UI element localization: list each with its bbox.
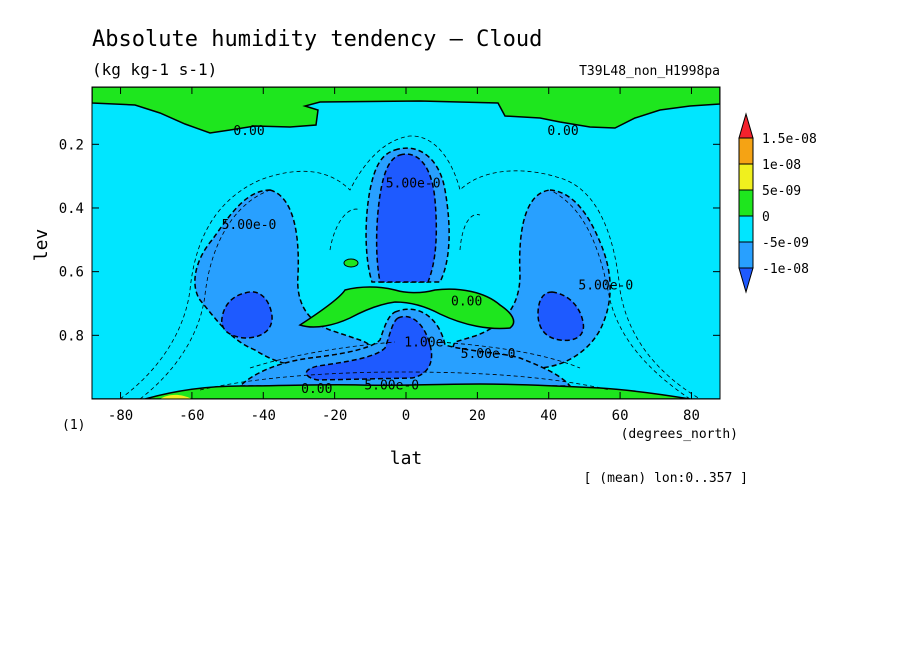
footnote: [ (mean) lon:0..357 ]: [584, 471, 748, 486]
x-tick-label: 60: [612, 408, 629, 424]
chart-title: Absolute humidity tendency — Cloud: [92, 27, 542, 52]
contour-label: 5.00e-0: [364, 379, 419, 394]
contour-label: 0.00: [451, 294, 482, 309]
colorbar-level-label: 0: [762, 210, 770, 225]
y-axis-title: lev: [31, 229, 52, 262]
contour-labels: 0.00 0.00 5.00e-0 5.00e-0 5.00e-0 0.00 1.00e 5.…: [222, 124, 634, 397]
right-core: [537, 291, 585, 342]
y-units-label: (1): [62, 418, 85, 433]
bottom-positive-layer: [92, 383, 720, 399]
y-tick-label: 0.6: [59, 265, 84, 281]
x-units-label: (degrees_north): [621, 427, 738, 442]
contour-plot: 0.00 0.00 5.00e-0 5.00e-0 5.00e-0 0.00 1.00e 5.…: [91, 86, 721, 400]
colorbar-swatch: [738, 137, 754, 165]
bottom-yellow-spot: [160, 394, 192, 399]
x-tick-label: 0: [402, 408, 410, 424]
x-tick-label: -40: [251, 408, 276, 424]
contour-label: 1.00e: [404, 336, 443, 351]
contour-lines: [119, 135, 701, 399]
x-axis-title: lat: [390, 448, 423, 469]
lower-center-core: [305, 315, 433, 381]
contour-label: 0.00: [233, 124, 264, 139]
x-tick-label: -20: [322, 408, 347, 424]
y-axis: 0.2 0.4 0.6 0.8: [59, 137, 720, 344]
colorbar-level-label: -1e-08: [762, 262, 809, 277]
x-axis: -80 -60 -40 -20 0 20 40 60 80: [108, 87, 700, 424]
colorbar-level-label: 1.5e-08: [762, 132, 817, 147]
y-tick-label: 0.8: [59, 328, 84, 344]
contour-label: 0.00: [547, 124, 578, 139]
x-tick-label: 40: [540, 408, 557, 424]
colorbar-legend: 1.5e-08 1e-08 5e-09 0 -5e-09 -1e-08: [738, 112, 817, 294]
small-positive-spot: [343, 258, 359, 268]
colorbar-level-label: 5e-09: [762, 184, 801, 199]
y-tick-label: 0.2: [59, 137, 84, 153]
contour-label: 5.00e-0: [386, 177, 441, 192]
contour-label: 5.00e-0: [461, 347, 516, 362]
contour-label: 5.00e-0: [222, 218, 277, 233]
colorbar-swatch: [738, 189, 754, 217]
top-positive-band: [92, 87, 720, 134]
mid-positive-band: [298, 286, 515, 330]
upper-center-core: [375, 153, 438, 283]
colorbar-level-label: 1e-08: [762, 158, 801, 173]
colorbar-swatch: [738, 241, 754, 269]
x-tick-label: -80: [108, 408, 133, 424]
experiment-label: T39L48_non_H1998pa: [579, 64, 720, 79]
x-tick-label: -60: [179, 408, 204, 424]
y-tick-label: 0.4: [59, 201, 84, 217]
left-core: [221, 291, 273, 339]
colorbar-bottom-arrow: [738, 267, 754, 294]
x-tick-label: 80: [683, 408, 700, 424]
contour-label: 5.00e-0: [578, 278, 633, 293]
colorbar-swatch: [738, 163, 754, 191]
contour-label: 0.00: [301, 382, 332, 397]
colorbar-level-label: -5e-09: [762, 236, 809, 251]
chart-units: (kg kg-1 s-1): [92, 60, 217, 79]
colorbar-top-arrow: [738, 112, 754, 139]
colorbar-swatch: [738, 215, 754, 243]
x-tick-label: 20: [469, 408, 486, 424]
